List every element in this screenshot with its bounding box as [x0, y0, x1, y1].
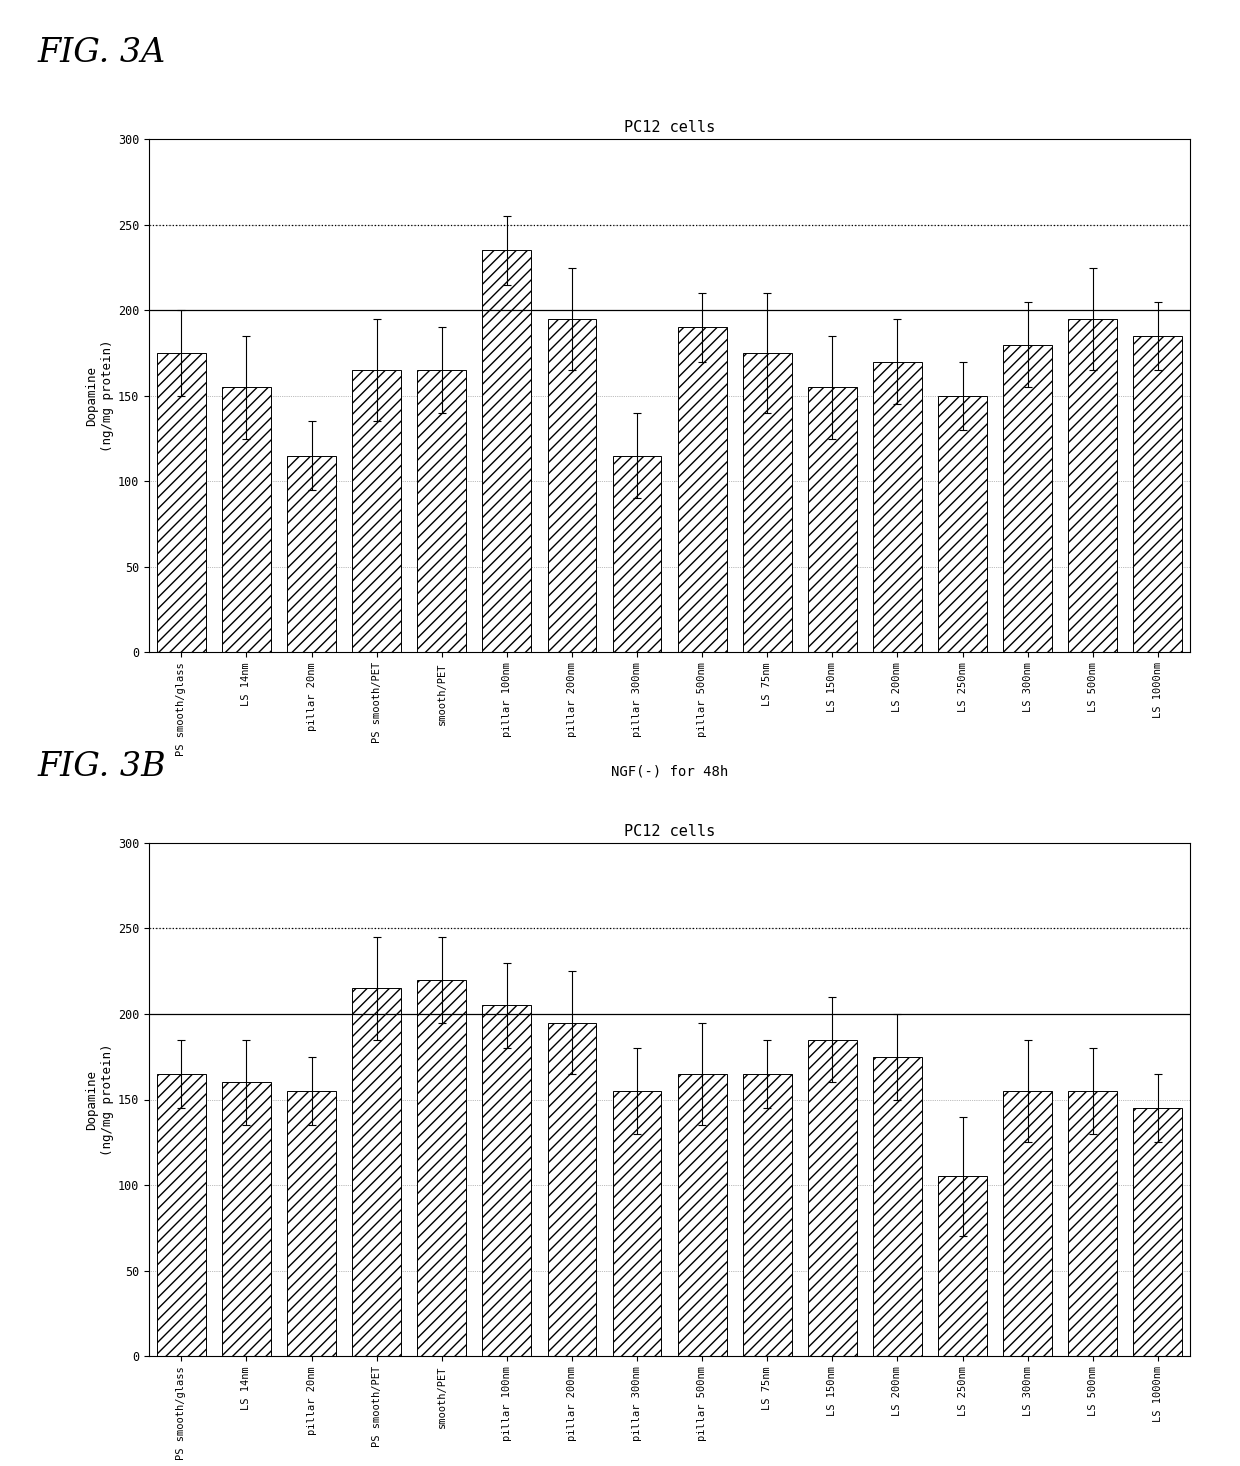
- Bar: [743, 353, 791, 652]
- Y-axis label: Dopamine
(ng/mg protein): Dopamine (ng/mg protein): [86, 1044, 114, 1155]
- Bar: [1133, 1108, 1182, 1356]
- Bar: [939, 396, 987, 652]
- Bar: [482, 1006, 531, 1356]
- Bar: [157, 1073, 206, 1356]
- Text: FIG. 3B: FIG. 3B: [37, 751, 166, 783]
- Bar: [808, 387, 857, 652]
- Bar: [548, 1023, 596, 1356]
- Bar: [288, 456, 336, 652]
- Bar: [678, 327, 727, 652]
- Bar: [352, 988, 401, 1356]
- Bar: [288, 1091, 336, 1356]
- Bar: [613, 1091, 661, 1356]
- Bar: [873, 362, 921, 652]
- Bar: [1003, 1091, 1052, 1356]
- Title: PC12 cells: PC12 cells: [624, 824, 715, 839]
- Bar: [222, 387, 270, 652]
- Title: PC12 cells: PC12 cells: [624, 120, 715, 135]
- Bar: [222, 1082, 270, 1356]
- Bar: [743, 1073, 791, 1356]
- Bar: [808, 1039, 857, 1356]
- Bar: [1133, 336, 1182, 652]
- Bar: [482, 251, 531, 652]
- Bar: [157, 353, 206, 652]
- Bar: [939, 1176, 987, 1356]
- Bar: [1069, 320, 1117, 652]
- Bar: [1003, 345, 1052, 652]
- Bar: [418, 369, 466, 652]
- Bar: [873, 1057, 921, 1356]
- Text: FIG. 3A: FIG. 3A: [37, 37, 165, 69]
- Bar: [613, 456, 661, 652]
- Bar: [548, 320, 596, 652]
- Bar: [418, 979, 466, 1356]
- Y-axis label: Dopamine
(ng/mg protein): Dopamine (ng/mg protein): [86, 340, 114, 452]
- Bar: [1069, 1091, 1117, 1356]
- Bar: [678, 1073, 727, 1356]
- Bar: [352, 369, 401, 652]
- X-axis label: NGF(-) for 48h: NGF(-) for 48h: [611, 764, 728, 778]
